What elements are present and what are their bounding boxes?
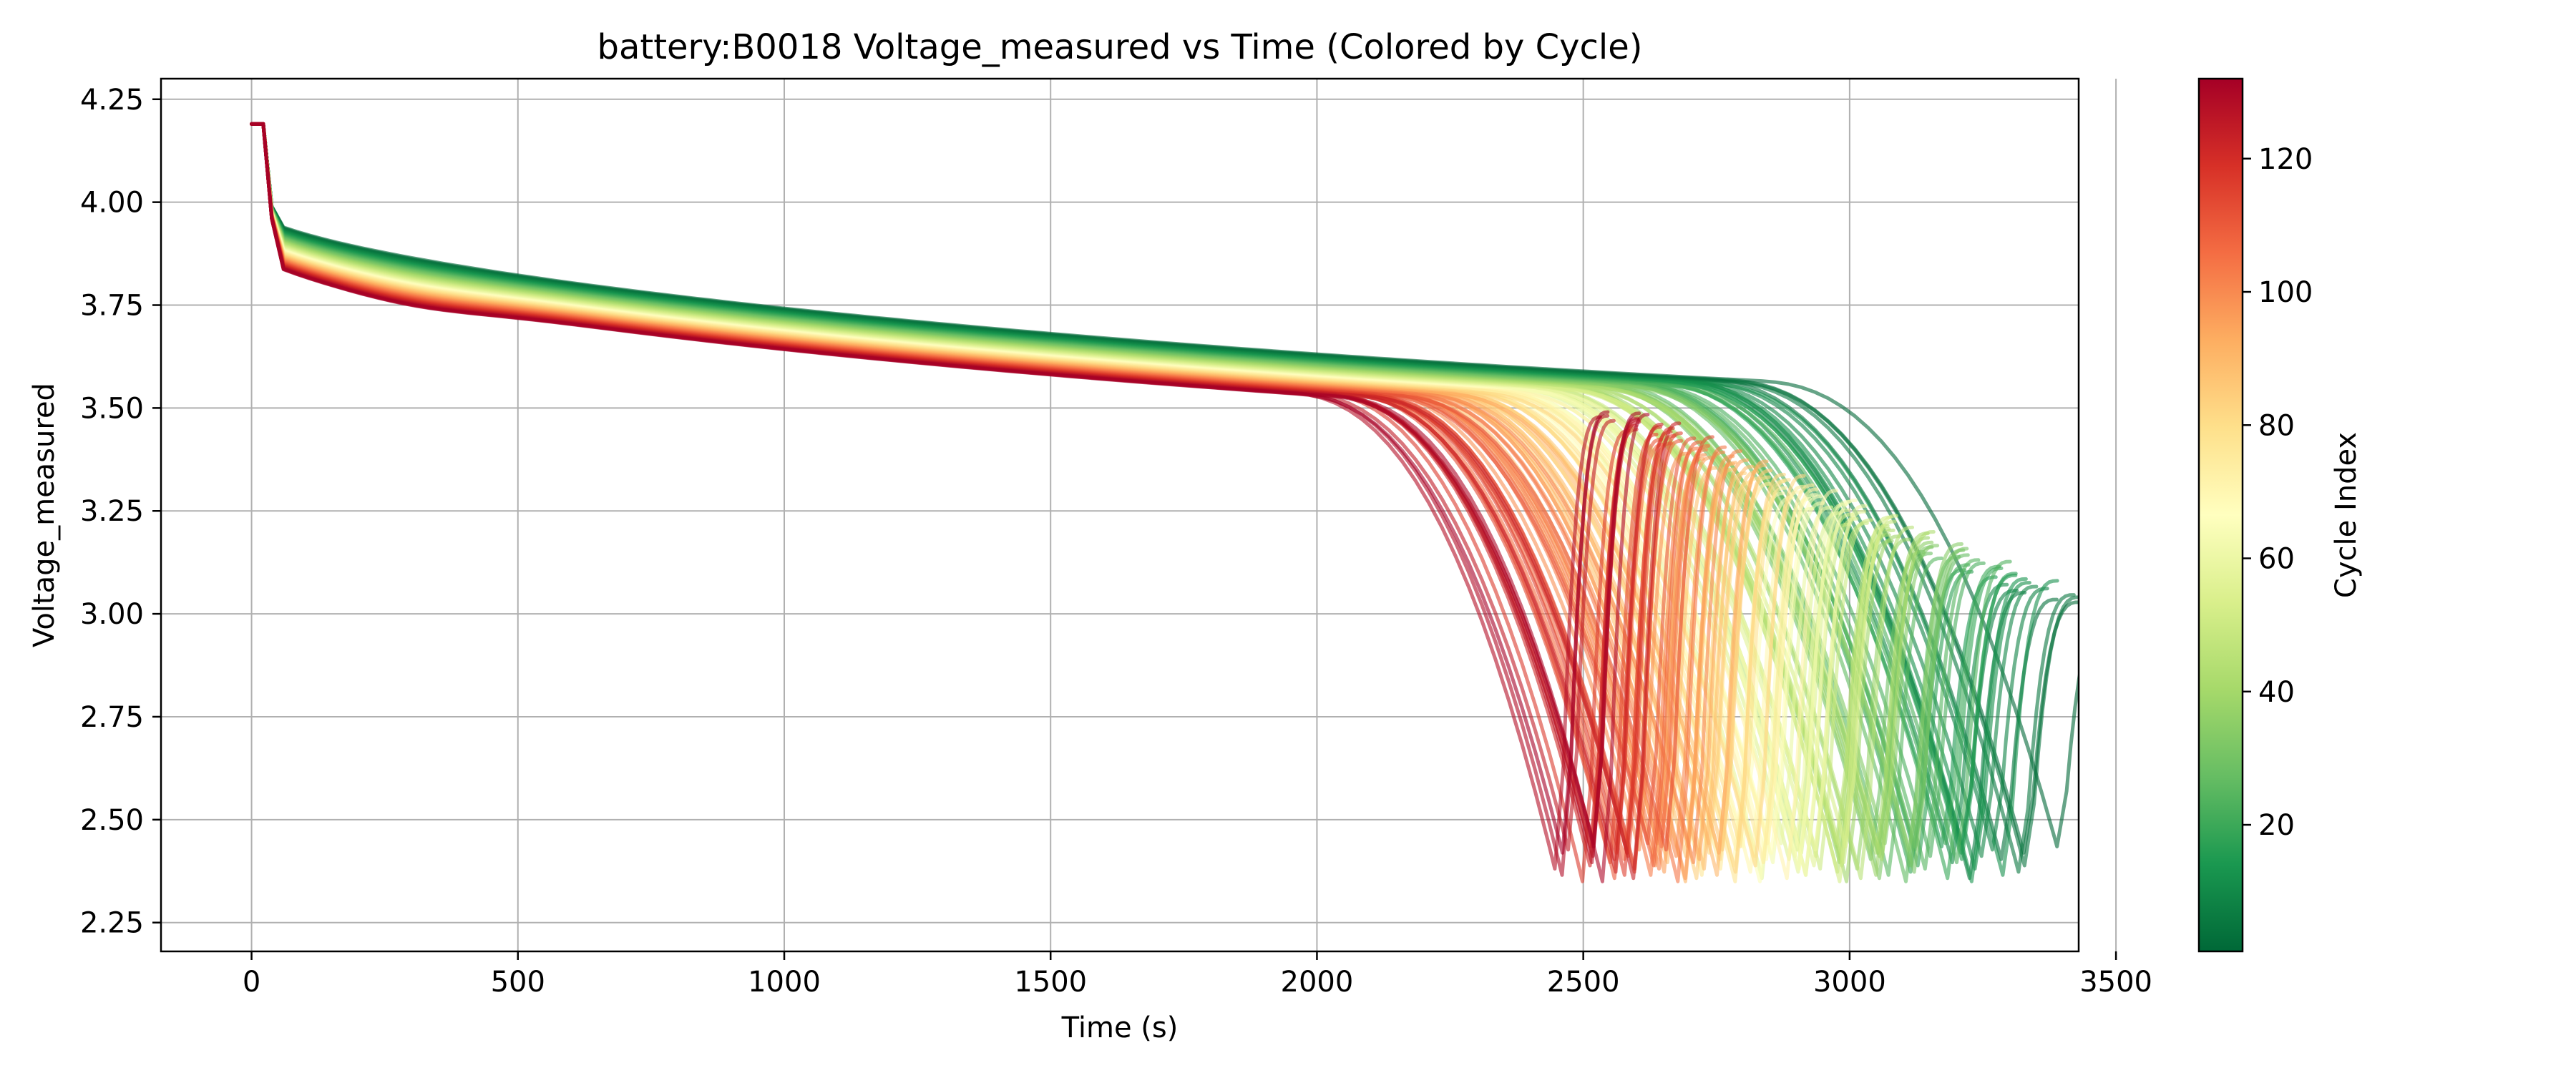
- x-tick-label-1: 500: [491, 966, 545, 999]
- colorbar-ticks: 20 40 60 80 100 120: [2243, 143, 2313, 842]
- y-tick-label-4: 3.25: [80, 495, 144, 528]
- y-tick-label-2: 2.75: [80, 701, 144, 734]
- x-tick-label-5: 2500: [1547, 966, 1620, 999]
- chart-title: battery:B0018 Voltage_measured vs Time (…: [597, 27, 1642, 67]
- plot-frame: [160, 77, 2080, 953]
- colorbar-tick-label-0: 20: [2258, 809, 2295, 842]
- colorbar: [2197, 77, 2244, 953]
- colorbar-tick-label-3: 80: [2258, 409, 2295, 442]
- colorbar-label: Cycle Index: [2330, 432, 2363, 598]
- x-axis-ticks: 0 500 1000 1500 2000 2500 3000 3500: [243, 951, 2152, 999]
- x-tick-label-4: 2000: [1281, 966, 1354, 999]
- y-tick-label-5: 3.50: [80, 392, 144, 425]
- x-tick-label-0: 0: [243, 966, 260, 999]
- colorbar-tick-label-1: 40: [2258, 676, 2295, 709]
- y-tick-label-6: 3.75: [80, 290, 144, 323]
- x-tick-label-2: 1000: [748, 966, 821, 999]
- y-tick-label-0: 2.25: [80, 907, 144, 940]
- y-tick-label-8: 4.25: [80, 84, 144, 117]
- y-tick-label-1: 2.50: [80, 804, 144, 837]
- cycle-lines: [250, 122, 2079, 883]
- x-tick-label-7: 3500: [2079, 966, 2152, 999]
- x-axis-label: Time (s): [1061, 1011, 1179, 1044]
- colorbar-tick-label-4: 100: [2258, 276, 2313, 309]
- y-axis-label: Voltage_measured: [28, 383, 61, 647]
- colorbar-tick-label-5: 120: [2258, 143, 2313, 176]
- y-tick-label-3: 3.00: [80, 598, 144, 631]
- y-tick-label-7: 4.00: [80, 187, 144, 220]
- x-tick-label-3: 1500: [1014, 966, 1087, 999]
- cycle-line-132: [250, 122, 1610, 855]
- colorbar-tick-label-2: 60: [2258, 543, 2295, 576]
- x-tick-label-6: 3000: [1813, 966, 1886, 999]
- y-axis-ticks: 2.25 2.50 2.75 3.00 3.25 3.50 3.75 4.00 4.25: [80, 84, 161, 940]
